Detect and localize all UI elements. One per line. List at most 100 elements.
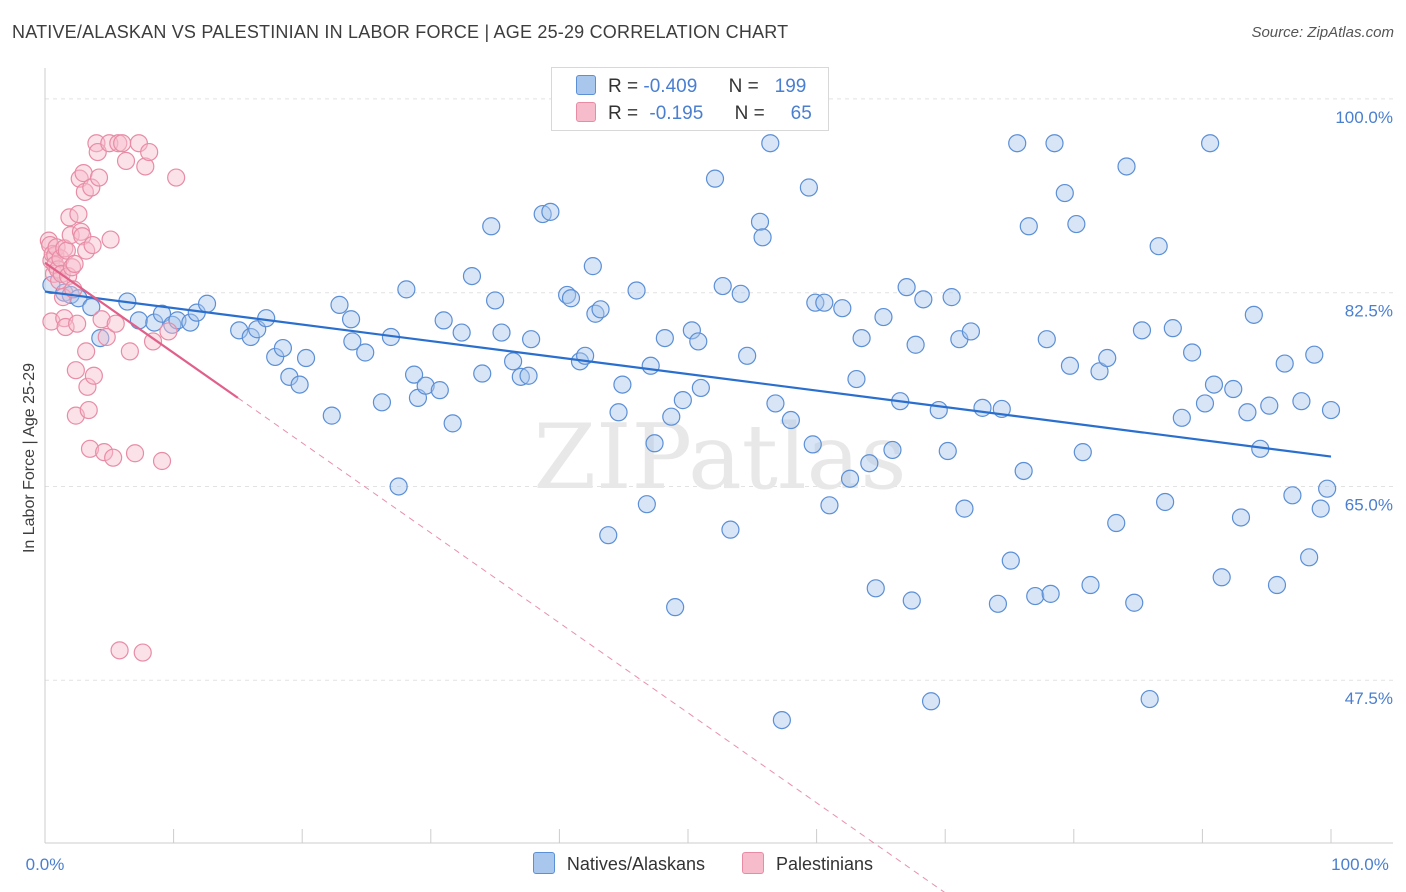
native-point — [673, 391, 692, 410]
native-point — [938, 441, 957, 461]
palestinian-point — [152, 451, 172, 471]
native-point — [955, 499, 974, 518]
palestinian-point — [125, 444, 145, 463]
series-legend: Natives/Alaskans Palestinians — [0, 852, 1406, 875]
r-value: -0.195 — [649, 103, 704, 124]
palestinian-point — [82, 178, 101, 197]
native-point — [1311, 499, 1330, 518]
native-point — [343, 332, 362, 351]
native-point — [1055, 183, 1074, 203]
palestinian-point — [106, 314, 125, 333]
n-value: 65 — [790, 103, 812, 124]
palestinian-point — [80, 439, 100, 458]
native-point — [356, 343, 375, 362]
native-point — [561, 289, 581, 308]
native-point — [482, 217, 501, 236]
native-point — [1238, 403, 1257, 422]
native-point — [1204, 375, 1224, 394]
palestinian-point — [56, 317, 75, 337]
native-point — [761, 134, 780, 153]
legend-row-palestinian: R = -0.195 N = 65 — [576, 102, 812, 126]
legend-label-natives: Natives/Alaskans — [566, 854, 705, 874]
native-point — [389, 477, 408, 496]
native-point — [613, 375, 632, 394]
x-tick-label: 100.0% — [1331, 855, 1389, 874]
native-point — [929, 400, 948, 420]
legend-item-palestinians: Palestinians — [742, 852, 873, 875]
native-point — [129, 311, 148, 330]
native-point — [504, 352, 523, 371]
palestinian-point — [62, 258, 82, 277]
native-point — [753, 228, 772, 247]
native-point — [1224, 379, 1243, 399]
native-point — [583, 257, 602, 276]
y-tick-label: 82.5% — [1345, 302, 1393, 321]
native-point — [1283, 486, 1302, 505]
native-point — [397, 280, 416, 299]
native-point — [1081, 575, 1100, 595]
x-tick-label: 0.0% — [26, 855, 65, 874]
native-point — [627, 281, 646, 300]
native-point — [430, 381, 449, 400]
native-points — [42, 134, 1341, 730]
native-point — [820, 496, 839, 515]
palestinian-point — [116, 151, 136, 171]
x-axis-ticks — [44, 829, 1332, 843]
native-point — [682, 321, 701, 340]
native-point — [662, 407, 681, 426]
y-tick-label: 65.0% — [1345, 495, 1393, 514]
palestinian-points — [39, 134, 186, 662]
native-point — [290, 375, 309, 394]
native-point — [599, 526, 618, 545]
native-point — [197, 294, 217, 313]
palestinian-point — [65, 254, 84, 274]
native-point — [738, 346, 757, 365]
n-label: N = — [734, 103, 765, 124]
stats-legend: R = -0.409 N = 199 R = -0.195 N = 65 — [551, 67, 829, 131]
legend-row-native: R = -0.409 N = 199 — [576, 75, 806, 99]
palestinian-point — [83, 235, 102, 255]
native-point — [181, 313, 200, 332]
native-point — [1132, 321, 1152, 340]
native-point — [1231, 508, 1251, 527]
native-point — [781, 410, 800, 430]
native-point — [750, 212, 770, 231]
native-point — [655, 328, 674, 348]
native-point — [1300, 548, 1319, 567]
native-point — [1008, 134, 1027, 153]
palestinian-point — [95, 443, 114, 462]
native-swatch — [576, 75, 596, 95]
native-point — [330, 295, 349, 314]
native-point — [1321, 400, 1341, 420]
native-point — [883, 440, 902, 460]
native-point — [404, 365, 424, 384]
palestinian-point — [120, 342, 139, 361]
native-point — [914, 290, 933, 309]
native-point — [689, 332, 708, 351]
native-point — [519, 366, 538, 385]
native-point — [434, 311, 453, 330]
chart-title: NATIVE/ALASKAN VS PALESTINIAN IN LABOR F… — [12, 22, 789, 42]
palestinian-point — [97, 327, 116, 347]
native-point — [1067, 214, 1086, 234]
palestinian-point — [69, 204, 88, 224]
native-point — [691, 378, 710, 398]
native-point — [645, 434, 664, 453]
native-point — [492, 323, 511, 342]
palestinian-point — [109, 134, 128, 153]
palestinian-point — [46, 245, 65, 265]
palestinian-point — [101, 230, 120, 249]
n-label: N = — [728, 76, 759, 97]
native-point — [1037, 330, 1056, 349]
native-point — [666, 598, 685, 617]
palestinian-point — [167, 168, 186, 187]
native-point — [942, 288, 961, 307]
palestinian-point — [143, 332, 163, 351]
native-point — [152, 304, 172, 323]
n-value: 199 — [774, 76, 807, 97]
native-point — [713, 276, 732, 296]
native-point — [1098, 348, 1117, 368]
native-point — [852, 328, 871, 348]
native-point — [1125, 593, 1144, 612]
